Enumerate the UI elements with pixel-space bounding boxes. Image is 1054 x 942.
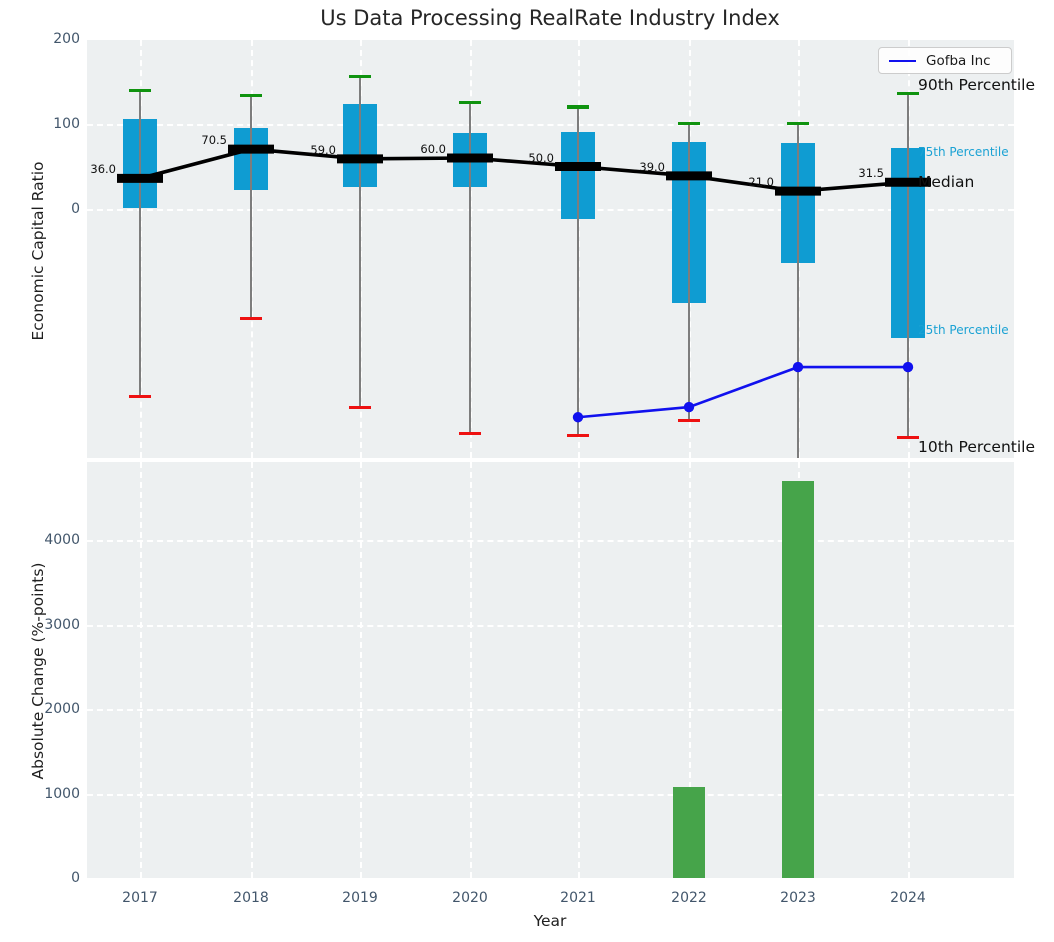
whisker-2023: [797, 123, 799, 458]
gridline-horizontal: [87, 209, 1014, 211]
top-y-tick: 200: [53, 31, 80, 47]
cap-10th-percentile: [240, 317, 262, 321]
cap-90th-percentile: [459, 101, 481, 105]
gridline-vertical: [908, 462, 910, 878]
median-value-label: 59.0: [310, 142, 336, 157]
top-y-tick: 100: [53, 116, 80, 132]
median-value-label: 21.0: [748, 175, 774, 190]
legend-label: Gofba Inc: [926, 52, 991, 69]
x-axis-label: Year: [533, 912, 567, 930]
legend-line-swatch: [889, 59, 916, 62]
top-y-axis-label: Economic Capital Ratio: [29, 161, 47, 341]
cap-90th-percentile: [567, 105, 589, 109]
bar-2023: [782, 480, 814, 878]
gridline-vertical: [470, 40, 472, 458]
cap-90th-percentile: [678, 121, 700, 125]
gridline-vertical: [470, 462, 472, 878]
bottom-y-axis-label: Absolute Change (%-points): [29, 562, 47, 780]
gridline-vertical: [578, 40, 580, 458]
gridline-horizontal: [87, 540, 1014, 542]
gridline-horizontal: [87, 624, 1014, 627]
gridline-vertical: [251, 40, 253, 458]
cap-90th-percentile: [349, 74, 371, 78]
gridline-horizontal: [87, 793, 1014, 796]
bottom-y-tick: 1000: [44, 785, 80, 802]
median-value-label: 50.0: [528, 150, 554, 165]
x-tick-year: 2018: [233, 890, 269, 906]
gridline-vertical: [360, 462, 362, 878]
right-label-p25: 25th Percentile: [918, 323, 1009, 338]
top-axes-boxplot: 36.0 70.5 59.0 60.0 50.0 39.0 21.0 31.5: [87, 40, 1014, 458]
gridline-vertical: [360, 40, 362, 458]
median-value-label: 39.0: [639, 159, 665, 174]
cap-10th-percentile: [349, 406, 371, 410]
right-label-median: Median: [918, 173, 975, 192]
bar-2022: [673, 786, 705, 878]
right-label-p75: 75th Percentile: [918, 144, 1009, 159]
bottom-y-tick: 3000: [44, 616, 80, 633]
x-tick-year: 2017: [122, 890, 158, 906]
gridline-horizontal: [87, 709, 1014, 711]
cap-10th-percentile: [567, 433, 589, 437]
cap-10th-percentile: [678, 419, 700, 423]
cap-10th-percentile: [897, 436, 919, 440]
whisker-2019: [359, 76, 361, 408]
gridline-vertical: [140, 462, 142, 878]
whisker-2024: [907, 93, 909, 438]
company-point: [792, 361, 804, 373]
gridline-vertical: [689, 462, 691, 878]
lines-overlay: [117, 144, 931, 423]
right-label-p90: 90th Percentile: [918, 76, 1036, 95]
gridline-vertical: [578, 462, 580, 878]
bottom-y-tick: 2000: [44, 701, 80, 717]
whisker-2022: [688, 123, 690, 421]
median-value-label: 70.5: [201, 133, 227, 148]
top-y-tick: 0: [71, 201, 80, 217]
x-tick-year: 2020: [452, 890, 488, 906]
gridline-vertical: [140, 40, 142, 458]
company-line-gofba: [577, 365, 908, 419]
bottom-axes-barchart: [87, 462, 1014, 878]
x-tick-year: 2021: [560, 890, 596, 906]
company-point: [572, 412, 584, 423]
whisker-2018: [250, 95, 252, 319]
median-value-label: 60.0: [420, 142, 446, 156]
cap-90th-percentile: [240, 93, 262, 97]
whisker-2021: [577, 107, 579, 436]
cap-10th-percentile: [129, 395, 151, 399]
x-tick-year: 2024: [890, 890, 926, 906]
whisker-2017: [139, 90, 141, 397]
bottom-y-tick: 4000: [44, 532, 80, 548]
median-value-label: 36.0: [90, 162, 116, 177]
cap-90th-percentile: [129, 89, 151, 93]
chart-title: Us Data Processing RealRate Industry Ind…: [320, 6, 780, 30]
x-tick-year: 2023: [780, 890, 816, 906]
cap-90th-percentile: [787, 121, 809, 125]
bottom-y-tick: 0: [71, 870, 80, 886]
median-value-label: 31.5: [858, 166, 884, 181]
x-tick-year: 2019: [342, 890, 378, 906]
whisker-2020: [469, 102, 471, 434]
company-point: [902, 361, 914, 373]
cap-90th-percentile: [897, 91, 919, 95]
cap-10th-percentile: [459, 431, 481, 435]
company-point: [683, 401, 695, 413]
x-tick-year: 2022: [671, 890, 707, 906]
gridline-horizontal: [87, 124, 1014, 126]
right-label-p10: 10th Percentile: [918, 437, 1036, 456]
gridline-vertical: [251, 462, 253, 878]
legend: Gofba Inc: [878, 47, 1012, 74]
